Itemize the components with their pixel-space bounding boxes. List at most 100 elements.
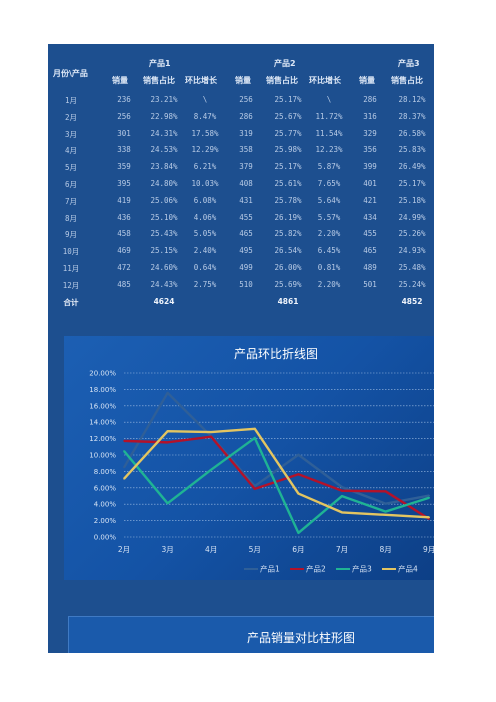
table-cell: 499 [239,263,253,272]
table-cell: 24.60% [150,263,178,272]
table-cell: 25.78% [274,195,302,205]
group-header-product3[interactable]: 产品3 [398,59,420,68]
table-cell: 359 [117,162,131,172]
legend-label: 产品3 [352,564,372,574]
table-cell: 3月 [64,129,77,139]
table-cell: 5月 [64,163,77,173]
series-line-1 [122,391,430,505]
table-cell: 25.15% [150,246,178,256]
table-cell: 465 [239,229,253,239]
table-row[interactable]: 1月 236 23.21% \ 256 25.17% \ 286 28.12% [48,95,434,110]
table-cell: 6.08% [193,195,217,205]
table-cell: 23.21% [150,95,178,104]
table-cell: 26.54% [274,246,302,256]
table-cell: 26.19% [274,212,302,222]
table-cell: 25.48% [398,263,426,272]
data-point [384,510,387,513]
x-tick-label: 9月 [423,545,434,554]
table-row[interactable]: 12月 485 24.43% 2.75% 510 25.69% 2.20% 501 25.24% [48,280,434,295]
table-cell: 338 [117,145,131,155]
table-cell: 495 [239,246,253,256]
table-cell: 356 [363,145,377,155]
table-cell: 329 [363,128,377,138]
table-cell: 472 [117,263,131,272]
col-header-share-3[interactable]: 销售占比 [391,76,423,85]
table-cell: 489 [363,263,377,272]
table-cell: 399 [363,162,377,172]
bar-chart-title: 产品销量对比柱形图 [247,631,356,645]
col-header-share-2[interactable]: 销售占比 [266,76,298,85]
y-tick-label: 20.00% [89,370,116,378]
table-cell: 2.20% [317,229,341,239]
table-cell: 25.24% [398,279,426,289]
table-row[interactable]: 9月 458 25.43% 5.05% 465 25.82% 2.20% 455 25.26% [48,229,434,244]
col-header-growth-2[interactable]: 环比增长 [309,76,341,85]
y-tick-label: 16.00% [89,402,116,410]
data-point [210,468,212,471]
table-cell: 2.20% [317,279,341,289]
legend-label: 产品2 [306,564,326,574]
table-cell: 25.17% [274,162,302,172]
data-point [297,473,300,476]
table-cell: 25.67% [274,111,302,121]
table-row[interactable]: 11月 472 24.60% 0.64% 499 26.00% 0.81% 489 25.48% [48,263,434,278]
data-point [254,437,256,439]
table-row[interactable]: 8月 436 25.10% 4.06% 455 26.19% 5.57% 434 24.99% [48,213,434,228]
y-tick-label: 0.00% [94,534,117,542]
table-cell: 301 [117,128,131,138]
col-header-share-1[interactable]: 销售占比 [143,76,175,85]
table-row[interactable]: 10月 469 25.15% 2.40% 495 26.54% 6.45% 465 24.93% [48,246,434,261]
table-row[interactable]: 3月 301 24.31% 17.58% 319 25.77% 11.54% 329 26.58… [48,129,434,144]
table-cell: 510 [239,279,253,289]
bar-chart[interactable]: 产品销量对比柱形图 [68,616,434,653]
table-cell: 11.54% [315,128,343,138]
data-point [384,502,387,505]
table-row[interactable]: 2月 256 22.98% 8.47% 286 25.67% 11.72% 316 28.37% [48,112,434,127]
data-point [166,502,169,505]
table-cell: 26.00% [274,263,302,272]
table-cell: 4月 [64,146,77,156]
table-row[interactable]: 7月 419 25.06% 6.08% 431 25.78% 5.64% 421 25.18% [48,196,434,211]
table-cell: 421 [363,195,377,205]
col-header-qty-2[interactable]: 销量 [235,76,251,85]
col-header-qty-1[interactable]: 销量 [112,76,128,85]
table-cell: 6.21% [193,162,217,172]
table-cell: 5.64% [317,195,341,205]
total-row[interactable]: 合计 4624 4861 4852 [48,297,434,312]
table-cell: 24.80% [150,179,178,188]
table-cell: 465 [363,246,377,256]
col-header-growth-1[interactable]: 环比增长 [185,76,217,85]
table-cell: 5.05% [193,229,217,239]
table-cell: 6月 [64,180,77,189]
table-cell: 2.40% [193,246,217,256]
data-point [428,494,431,497]
table-cell: 458 [117,229,131,239]
table-cell: 25.69% [274,279,302,289]
row-header: 月份\产品 [53,69,88,78]
table-cell: 10月 [62,247,80,257]
series-line-3 [123,436,430,535]
table-cell: 316 [363,111,377,121]
table-cell: 12.29% [191,145,219,155]
table-row[interactable]: 6月 395 24.80% 10.03% 408 25.61% 7.65% 401 25.17% [48,179,434,194]
data-point [166,392,169,394]
group-header-product1[interactable]: 产品1 [149,59,171,68]
table-row[interactable]: 4月 338 24.53% 12.29% 358 25.98% 12.23% 356 25.83… [48,145,434,160]
data-point [254,488,256,490]
table-cell: 24.99% [398,212,426,222]
legend-label: 产品4 [398,564,418,574]
total-label: 合计 [63,298,79,307]
data-point [166,430,169,433]
data-point [341,489,343,492]
line-chart[interactable]: 产品环比折线图 0.00% 2.00% 4.00% 6.00% 8.00% 10.00% 1… [64,336,434,580]
data-point [428,496,431,499]
col-header-qty-3[interactable]: 销量 [359,76,375,85]
table-cell: 455 [239,212,253,222]
table-cell: 6.45% [317,246,341,256]
table-row[interactable]: 5月 359 23.84% 6.21% 379 25.17% 5.87% 399 26.49% [48,162,434,177]
table-cell: 25.10% [150,212,178,222]
y-tick-label: 14.00% [89,419,116,427]
x-tick-label: 6月 [292,545,304,554]
y-tick-label: 6.00% [94,484,117,492]
group-header-product2[interactable]: 产品2 [274,59,296,68]
